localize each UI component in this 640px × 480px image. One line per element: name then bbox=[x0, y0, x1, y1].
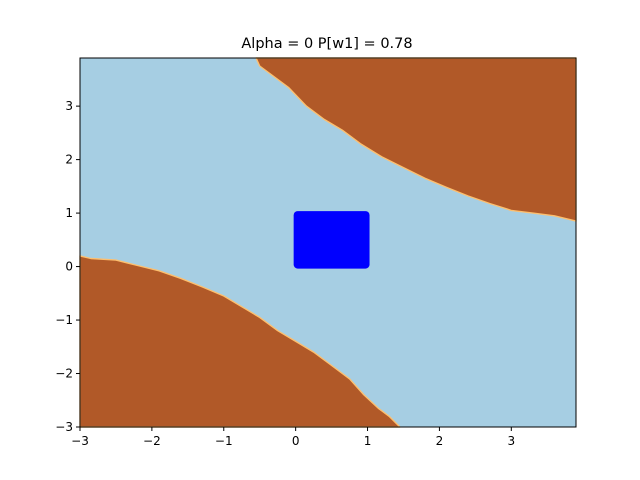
axes-frame bbox=[79, 57, 577, 428]
y-tick-label: −3 bbox=[55, 420, 73, 434]
x-tick-label: −3 bbox=[71, 434, 89, 448]
y-tick-label: −1 bbox=[55, 313, 73, 327]
x-tick-label: 1 bbox=[364, 434, 372, 448]
x-tick-label: 2 bbox=[436, 434, 444, 448]
x-tick-label: 0 bbox=[292, 434, 300, 448]
y-tick-label: 0 bbox=[65, 260, 73, 274]
y-tick-label: 3 bbox=[65, 99, 73, 113]
y-tick-label: −2 bbox=[55, 367, 73, 381]
decision-region-upper-right bbox=[255, 57, 577, 222]
plot-area bbox=[79, 57, 577, 428]
x-tick-label: −1 bbox=[215, 434, 233, 448]
decision-region-lower-left bbox=[79, 255, 401, 428]
y-tick-label: 2 bbox=[65, 153, 73, 167]
x-tick-label: −2 bbox=[143, 434, 161, 448]
y-tick-label: 1 bbox=[65, 206, 73, 220]
axes: −3 −2 −1 0 1 2 3 −3 −2 −1 0 1 2 3 bbox=[55, 57, 577, 448]
x-tick-label: 3 bbox=[507, 434, 515, 448]
chart-title: Alpha = 0 P[w1] = 0.78 bbox=[241, 36, 412, 52]
data-points-cluster-0 bbox=[293, 211, 370, 269]
